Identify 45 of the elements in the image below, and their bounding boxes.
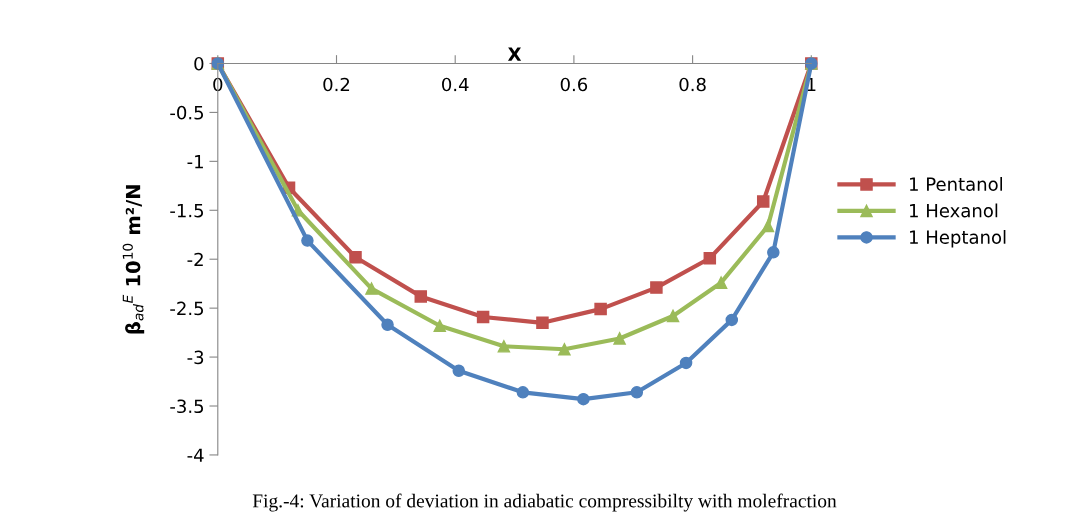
y-tick-label: -1.5: [170, 203, 204, 218]
x-tick-label: 0.4: [442, 77, 469, 92]
legend-label: 1 Pentanol: [910, 177, 1003, 191]
point: [630, 386, 644, 399]
x-tick-label: 0: [213, 77, 223, 92]
y-tick-label: -2: [187, 252, 203, 267]
point: [725, 313, 739, 327]
point: [594, 302, 607, 316]
point: [536, 316, 549, 330]
point: [497, 340, 511, 353]
point: [756, 195, 770, 208]
point: [761, 219, 775, 233]
y-axis-title: β$_{ad}$$^{E}$ 10$^{10}$ m²/N: [122, 185, 145, 334]
y-tick-label: 0: [194, 56, 204, 71]
y-tick-label: -0.5: [170, 105, 204, 120]
point: [349, 251, 362, 264]
y-tick-label: -1: [187, 155, 203, 169]
point: [679, 356, 693, 370]
point: [650, 281, 663, 294]
point: [516, 386, 530, 399]
point: [433, 319, 447, 333]
y-tick-label: -2.5: [170, 301, 204, 316]
point: [714, 276, 728, 289]
legend-label: 1 Hexanol: [910, 203, 998, 218]
x-tick-label: 0.2: [323, 77, 350, 92]
point: [414, 290, 428, 303]
point: [703, 251, 717, 265]
x-tick-label: 0.8: [679, 77, 706, 92]
point: [476, 310, 490, 324]
point: [381, 318, 394, 332]
point: [365, 282, 378, 295]
point: [558, 342, 571, 356]
text: Fig.-4: Variation of deviation in adiabatic compressibilty with molefraction: [252, 493, 837, 512]
y-tick-label: -3: [187, 350, 204, 365]
point: [452, 364, 466, 378]
point: [767, 246, 780, 259]
legend-label: 1 Heptanol: [910, 230, 1006, 248]
y-tick-label: -3.5: [170, 399, 204, 414]
x-axis-title: X: [507, 47, 522, 61]
y-tick-label: -4: [187, 448, 204, 462]
point: [577, 392, 590, 406]
point: [613, 332, 626, 345]
point: [301, 234, 314, 247]
point: [666, 309, 680, 323]
x-tick-label: 0.6: [560, 77, 588, 92]
